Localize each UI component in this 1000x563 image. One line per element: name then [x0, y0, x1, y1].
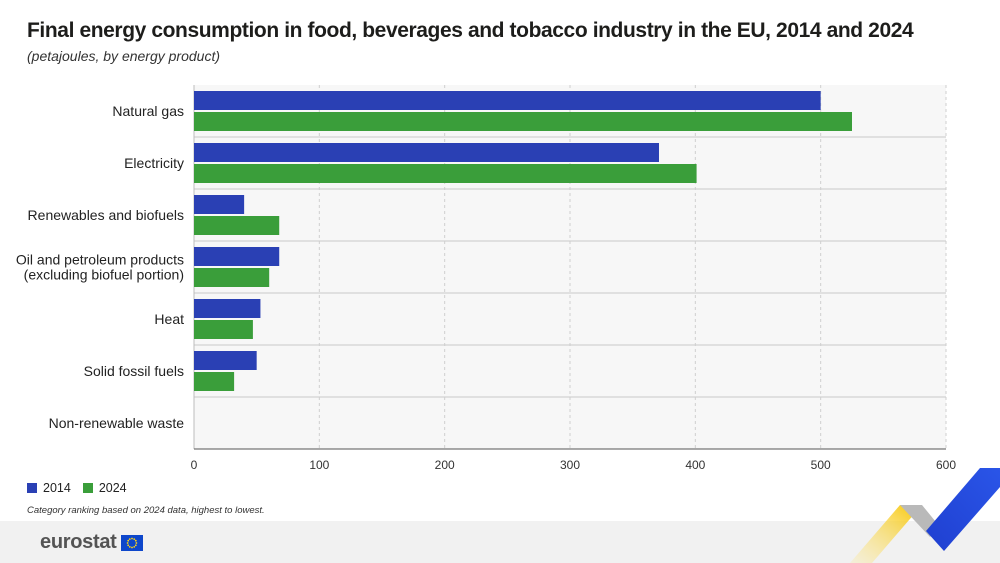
logo-text: eurostat	[40, 531, 117, 553]
x-tick-label: 500	[811, 458, 831, 472]
category-label: Solid fossil fuels	[84, 363, 184, 379]
bar-2024-1	[194, 112, 852, 131]
legend-item-2024: 2024	[82, 481, 127, 495]
x-tick-label: 100	[309, 458, 329, 472]
chart-subtitle: (petajoules, by energy product)	[27, 48, 220, 64]
bar-2024-4	[194, 268, 270, 287]
bar-2024-3	[194, 216, 280, 235]
footer-band	[0, 521, 1000, 563]
bar-2014-3	[194, 195, 245, 214]
category-label: Heat	[154, 311, 184, 327]
category-label: Renewables and biofuels	[28, 207, 184, 223]
bar-2024-2	[194, 164, 697, 183]
legend-swatch-2024	[82, 483, 93, 493]
chart-title: Final energy consumption in food, bevera…	[27, 19, 914, 42]
x-tick-label: 0	[191, 458, 198, 472]
legend-swatch-2014	[27, 483, 37, 493]
bar-2014-1	[194, 91, 821, 110]
legend: 2014 2024	[27, 481, 127, 495]
x-tick-label: 600	[936, 458, 956, 472]
legend-label-2024: 2024	[98, 481, 127, 495]
x-tick-label: 400	[685, 458, 705, 472]
legend-item-2014: 2014	[27, 481, 71, 495]
x-tick-label: 200	[435, 458, 455, 472]
footnote: Category ranking based on 2024 data, hig…	[27, 505, 265, 516]
eu-flag-icon	[120, 534, 143, 551]
bar-2014-6	[194, 351, 257, 370]
bar-2024-5	[194, 320, 253, 339]
category-label: Electricity	[124, 155, 184, 171]
category-label: Natural gas	[112, 103, 184, 119]
bar-2014-2	[194, 143, 659, 162]
x-tick-label: 300	[560, 458, 580, 472]
category-label: Non-renewable waste	[49, 415, 185, 431]
bar-2014-4	[194, 247, 280, 266]
eurostat-logo: eurostat	[40, 531, 143, 554]
legend-label-2014: 2014	[43, 481, 71, 495]
bar-2024-6	[194, 372, 235, 391]
category-label: Oil and petroleum products (excluding bio…	[16, 252, 184, 283]
decorative-chevrons	[850, 468, 1000, 563]
bar-2014-5	[194, 299, 261, 318]
bar-chart: 0 100 200 300 400 500 600 Natural gas Electricit…	[16, 85, 956, 472]
